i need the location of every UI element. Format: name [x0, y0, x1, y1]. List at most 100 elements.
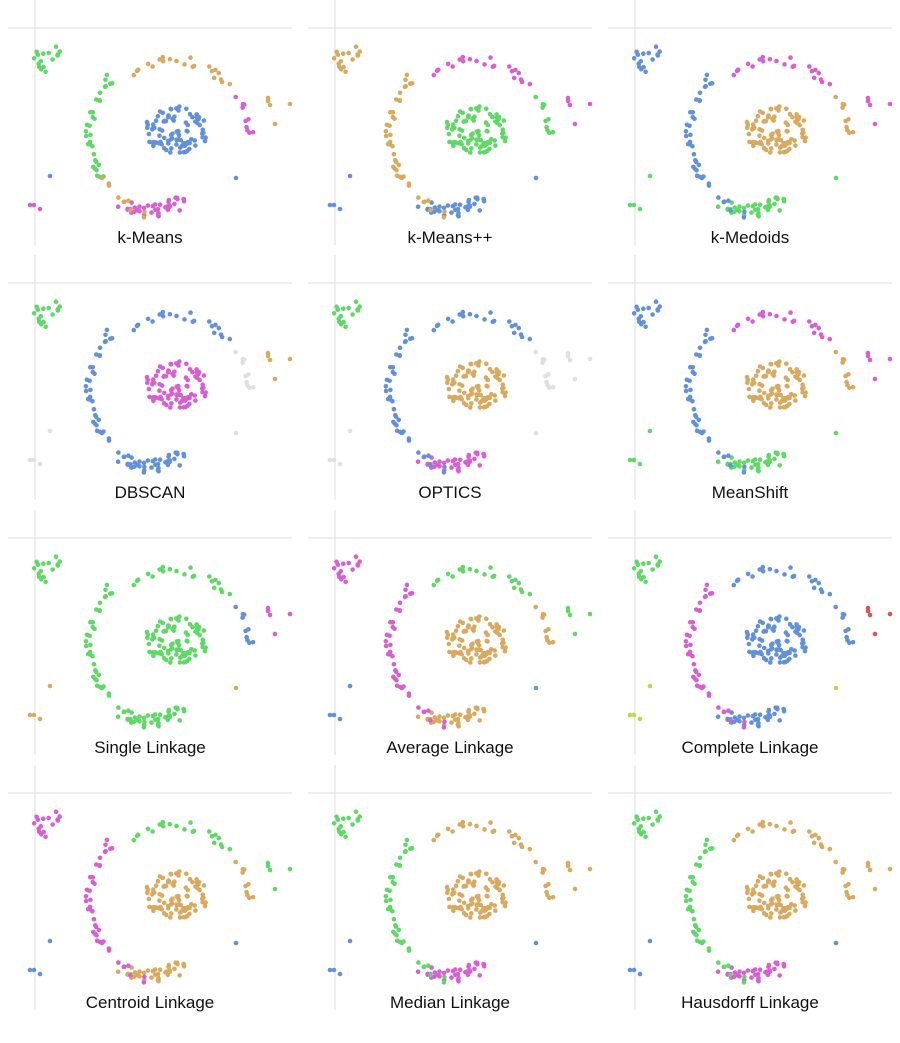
- data-point: [207, 319, 212, 324]
- data-point: [503, 900, 508, 905]
- data-point: [750, 127, 755, 132]
- data-point: [287, 101, 293, 107]
- data-point: [638, 824, 644, 829]
- data-point: [149, 465, 154, 470]
- data-point: [788, 55, 793, 60]
- data-point: [46, 50, 51, 56]
- data-point: [103, 842, 108, 848]
- data-point: [691, 151, 697, 157]
- data-point: [150, 892, 155, 897]
- data-point: [397, 600, 403, 606]
- data-point: [785, 887, 790, 893]
- data-point: [749, 465, 754, 470]
- data-point: [415, 714, 421, 719]
- data-point: [513, 67, 518, 73]
- data-point: [466, 709, 471, 714]
- data-point: [145, 203, 151, 208]
- scatter-plot: [308, 255, 593, 500]
- data-point: [745, 61, 751, 67]
- data-point: [809, 578, 815, 584]
- data-point: [760, 54, 766, 60]
- data-point: [455, 623, 461, 629]
- data-point: [471, 628, 476, 633]
- data-point: [146, 896, 152, 902]
- data-point: [716, 195, 721, 200]
- data-point: [757, 133, 762, 138]
- data-point: [157, 133, 162, 138]
- data-point: [390, 875, 396, 880]
- data-point: [167, 311, 173, 317]
- data-point: [761, 884, 766, 889]
- data-point: [776, 133, 782, 138]
- data-point: [200, 127, 205, 132]
- data-point: [109, 846, 115, 851]
- data-point: [787, 650, 792, 656]
- data-point: [757, 967, 763, 972]
- data-point: [818, 842, 824, 847]
- data-point: [468, 871, 474, 877]
- data-point: [643, 579, 648, 585]
- data-point: [533, 940, 539, 946]
- data-point: [388, 897, 393, 903]
- data-point: [404, 837, 410, 843]
- data-point: [422, 454, 427, 459]
- data-point: [696, 417, 702, 423]
- data-point: [457, 619, 463, 624]
- panel-title: OPTICS: [418, 483, 482, 502]
- data-point: [502, 903, 508, 909]
- data-point: [737, 719, 742, 724]
- data-point: [693, 159, 699, 165]
- data-point: [437, 209, 442, 214]
- data-point: [46, 815, 51, 821]
- data-point: [691, 406, 697, 412]
- data-point: [481, 707, 487, 712]
- data-point: [390, 110, 396, 115]
- data-point: [388, 132, 393, 138]
- data-point: [741, 215, 747, 220]
- data-point: [735, 322, 741, 328]
- data-point: [450, 382, 455, 387]
- data-point: [474, 823, 479, 829]
- data-point: [450, 319, 455, 324]
- data-point: [761, 145, 767, 151]
- data-point: [153, 883, 159, 888]
- data-point: [704, 582, 710, 588]
- data-point: [753, 462, 758, 467]
- data-point: [465, 903, 471, 909]
- data-point: [691, 674, 696, 680]
- data-point: [91, 929, 96, 935]
- data-point: [442, 974, 447, 980]
- data-point: [801, 118, 807, 123]
- data-point: [445, 203, 451, 208]
- data-point: [457, 388, 462, 393]
- data-point: [452, 139, 457, 145]
- data-point: [384, 122, 390, 128]
- data-point: [334, 559, 339, 565]
- data-point: [227, 336, 233, 342]
- data-point: [173, 195, 178, 200]
- data-point: [207, 64, 212, 69]
- data-point: [442, 719, 447, 725]
- data-point: [765, 459, 770, 464]
- data-point: [473, 960, 478, 965]
- data-point: [393, 159, 399, 165]
- data-point: [796, 626, 801, 632]
- data-point: [696, 162, 702, 168]
- data-point: [461, 135, 467, 141]
- data-point: [384, 377, 390, 383]
- data-point: [772, 879, 777, 884]
- data-point: [347, 683, 353, 689]
- data-point: [177, 150, 183, 155]
- data-point: [37, 461, 43, 467]
- data-point: [769, 146, 774, 151]
- data-point: [441, 970, 447, 976]
- data-point: [460, 819, 466, 825]
- data-point: [43, 324, 48, 330]
- data-point: [174, 639, 180, 644]
- data-point: [750, 122, 756, 127]
- data-point: [177, 614, 182, 619]
- data-point: [767, 566, 773, 572]
- data-point: [428, 208, 433, 213]
- data-point: [115, 714, 121, 719]
- data-point: [637, 461, 643, 467]
